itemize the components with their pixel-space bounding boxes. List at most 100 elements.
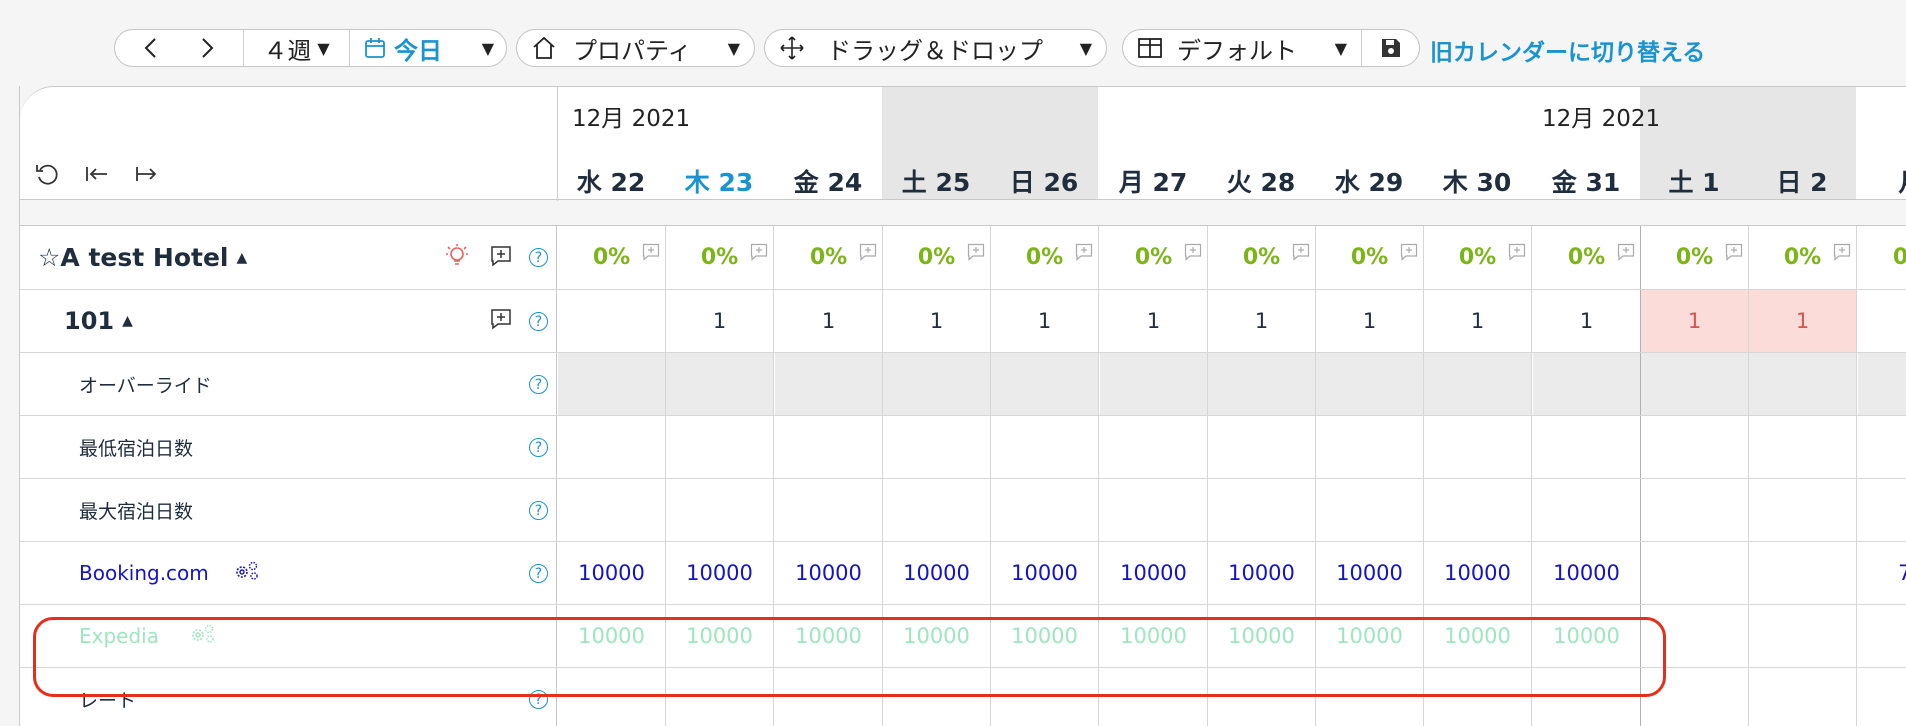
max-stay-cell[interactable] — [1316, 479, 1424, 541]
rate-cell[interactable] — [1316, 668, 1424, 726]
occupancy-cell[interactable]: 0% — [1533, 226, 1641, 289]
channel-settings-icon[interactable] — [189, 623, 217, 649]
day-header-cell[interactable]: 日 26 — [990, 87, 1098, 199]
help-icon[interactable]: ? — [529, 563, 548, 583]
max-stay-cell[interactable] — [1533, 479, 1641, 541]
range-select[interactable]: ４週 ▼ — [243, 30, 349, 66]
min-stay-cell[interactable] — [1641, 416, 1749, 478]
help-icon[interactable]: ? — [529, 689, 548, 709]
add-note-icon[interactable] — [1833, 242, 1851, 267]
expedia-rate-cell[interactable]: 10000 — [1316, 605, 1424, 667]
availability-cell[interactable] — [1858, 290, 1906, 352]
next-period-button[interactable] — [198, 37, 216, 59]
override-cell[interactable] — [1533, 353, 1641, 415]
availability-cell[interactable]: 1 — [991, 290, 1099, 352]
room-name[interactable]: 101 — [64, 307, 115, 335]
max-stay-cell[interactable] — [883, 479, 991, 541]
expedia-channel-name[interactable]: Expedia — [79, 624, 159, 648]
expedia-rate-cell[interactable] — [1749, 605, 1857, 667]
add-note-icon[interactable] — [750, 242, 768, 267]
occupancy-cell[interactable]: 0% — [1749, 226, 1857, 289]
property-select[interactable]: プロパティ ▼ — [516, 29, 755, 67]
override-cell[interactable] — [1641, 353, 1749, 415]
override-cell[interactable] — [1858, 353, 1906, 415]
min-stay-cell[interactable] — [1533, 416, 1641, 478]
max-stay-cell[interactable] — [1641, 479, 1749, 541]
occupancy-cell[interactable]: 0% — [558, 226, 666, 289]
max-stay-cell[interactable] — [775, 479, 883, 541]
occupancy-cell[interactable]: 0% — [1424, 226, 1532, 289]
expedia-rate-cell[interactable]: 10000 — [1533, 605, 1641, 667]
override-cell[interactable] — [883, 353, 991, 415]
booking-rate-cell[interactable] — [1641, 542, 1749, 604]
day-header-cell[interactable]: 日 2 — [1748, 87, 1856, 199]
refresh-button[interactable] — [32, 159, 62, 189]
add-note-icon[interactable] — [967, 242, 985, 267]
booking-rate-cell[interactable]: 10000 — [883, 542, 991, 604]
dragdrop-select[interactable]: ドラッグ＆ドロップ ▼ — [764, 29, 1107, 67]
day-header-cell[interactable]: 火 28 — [1207, 87, 1315, 199]
min-stay-cell[interactable] — [666, 416, 774, 478]
help-icon[interactable]: ? — [529, 500, 548, 520]
add-comment-icon[interactable] — [490, 245, 512, 271]
min-stay-cell[interactable] — [883, 416, 991, 478]
rate-cell[interactable] — [1749, 668, 1857, 726]
booking-rate-cell[interactable]: 70 — [1858, 542, 1906, 604]
expedia-rate-cell[interactable]: 10000 — [775, 605, 883, 667]
override-cell[interactable] — [666, 353, 774, 415]
day-header-cell[interactable]: 月 — [1857, 87, 1906, 199]
booking-channel-name[interactable]: Booking.com — [79, 561, 209, 585]
add-note-icon[interactable] — [1725, 242, 1743, 267]
rate-cell[interactable] — [558, 668, 666, 726]
rate-cell[interactable] — [883, 668, 991, 726]
expedia-rate-cell[interactable] — [1641, 605, 1749, 667]
rate-cell[interactable] — [1533, 668, 1641, 726]
lightbulb-icon[interactable] — [445, 243, 469, 273]
old-calendar-link[interactable]: 旧カレンダーに切り替える — [1430, 40, 1706, 66]
expedia-rate-cell[interactable]: 10000 — [666, 605, 774, 667]
rate-cell[interactable] — [1424, 668, 1532, 726]
help-icon[interactable]: ? — [529, 374, 548, 394]
override-cell[interactable] — [1749, 353, 1857, 415]
booking-rate-cell[interactable]: 10000 — [991, 542, 1099, 604]
rate-cell[interactable] — [775, 668, 883, 726]
booking-rate-cell[interactable]: 10000 — [775, 542, 883, 604]
min-stay-cell[interactable] — [1316, 416, 1424, 478]
availability-cell[interactable]: 1 — [1749, 290, 1857, 352]
view-select[interactable]: デフォルト ▼ — [1123, 30, 1361, 66]
booking-rate-cell[interactable]: 10000 — [1316, 542, 1424, 604]
availability-cell[interactable]: 1 — [1641, 290, 1749, 352]
max-stay-cell[interactable] — [666, 479, 774, 541]
add-note-icon[interactable] — [1292, 242, 1310, 267]
min-stay-cell[interactable] — [1208, 416, 1316, 478]
add-note-icon[interactable] — [1075, 242, 1093, 267]
rate-cell[interactable] — [991, 668, 1099, 726]
occupancy-cell[interactable]: 0% — [1208, 226, 1316, 289]
min-stay-cell[interactable] — [1424, 416, 1532, 478]
expand-right-button[interactable] — [132, 159, 162, 189]
occupancy-cell[interactable]: 0% — [1316, 226, 1424, 289]
rate-cell[interactable] — [1208, 668, 1316, 726]
add-note-icon[interactable] — [1400, 242, 1418, 267]
day-header-cell[interactable]: 月 27 — [1099, 87, 1207, 199]
add-note-icon[interactable] — [642, 242, 660, 267]
add-note-icon[interactable] — [1617, 242, 1635, 267]
booking-rate-cell[interactable]: 10000 — [1208, 542, 1316, 604]
collapse-left-button[interactable] — [82, 159, 112, 189]
min-stay-cell[interactable] — [775, 416, 883, 478]
availability-cell[interactable]: 1 — [1316, 290, 1424, 352]
min-stay-cell[interactable] — [1749, 416, 1857, 478]
max-stay-cell[interactable] — [1208, 479, 1316, 541]
booking-rate-cell[interactable]: 10000 — [1424, 542, 1532, 604]
occupancy-cell[interactable]: 0% — [666, 226, 774, 289]
day-header-cell[interactable]: 水 22 — [557, 87, 665, 199]
availability-cell[interactable]: 1 — [883, 290, 991, 352]
day-header-cell[interactable]: 金 31 — [1532, 87, 1640, 199]
booking-rate-cell[interactable]: 10000 — [666, 542, 774, 604]
expedia-rate-cell[interactable]: 10000 — [883, 605, 991, 667]
expedia-rate-cell[interactable]: 10000 — [991, 605, 1099, 667]
today-select[interactable]: 今日 ▼ — [349, 30, 506, 66]
add-note-icon[interactable] — [859, 242, 877, 267]
expedia-rate-cell[interactable]: 10000 — [558, 605, 666, 667]
expedia-rate-cell[interactable]: 10000 — [1208, 605, 1316, 667]
